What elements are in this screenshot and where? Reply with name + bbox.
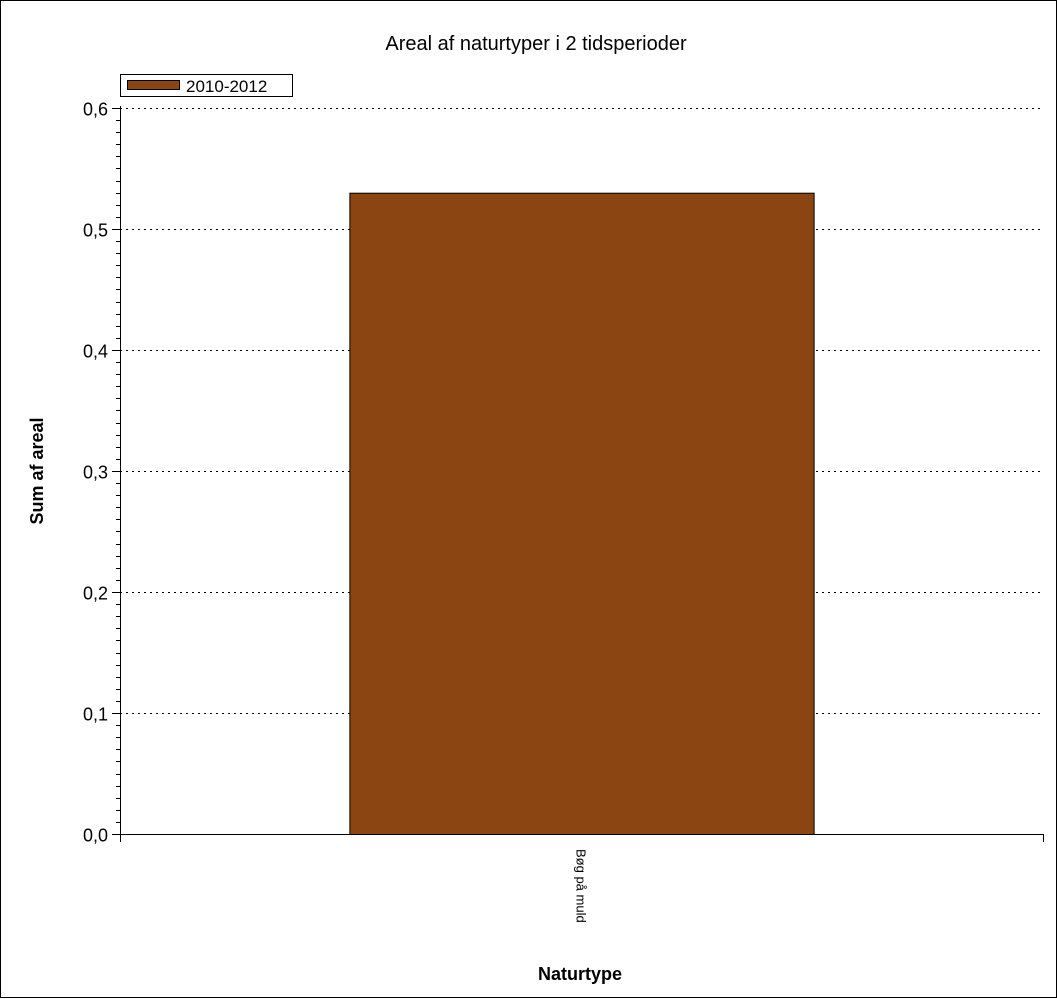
y-tick-label: 0,6 [83,100,108,120]
gridlines [120,108,1043,714]
y-tick-label: 0,3 [83,463,108,483]
y-tick-label: 0,1 [83,705,108,725]
y-tick-label: 0,4 [83,342,108,362]
x-axis-label: Naturtype [538,964,622,984]
x-tick-label: Bøg på muld [574,849,589,923]
bar [349,192,815,835]
legend: 2010-2012 [120,74,293,97]
y-tick-label: 0,5 [83,221,108,241]
y-tick-labels: 0,0 0,1 0,2 0,3 0,4 0,5 0,6 [83,100,108,846]
legend-label: 2010-2012 [186,77,267,96]
chart-title: Areal af naturtyper i 2 tidsperioder [385,33,687,55]
y-tick-label: 0,0 [83,826,108,846]
axes [112,106,1044,842]
legend-swatch [127,80,180,90]
y-axis-label: Sum af areal [27,417,47,524]
y-tick-label: 0,2 [83,584,108,604]
x-tick-labels: Bøg på muld [574,849,589,923]
bars [349,192,815,835]
